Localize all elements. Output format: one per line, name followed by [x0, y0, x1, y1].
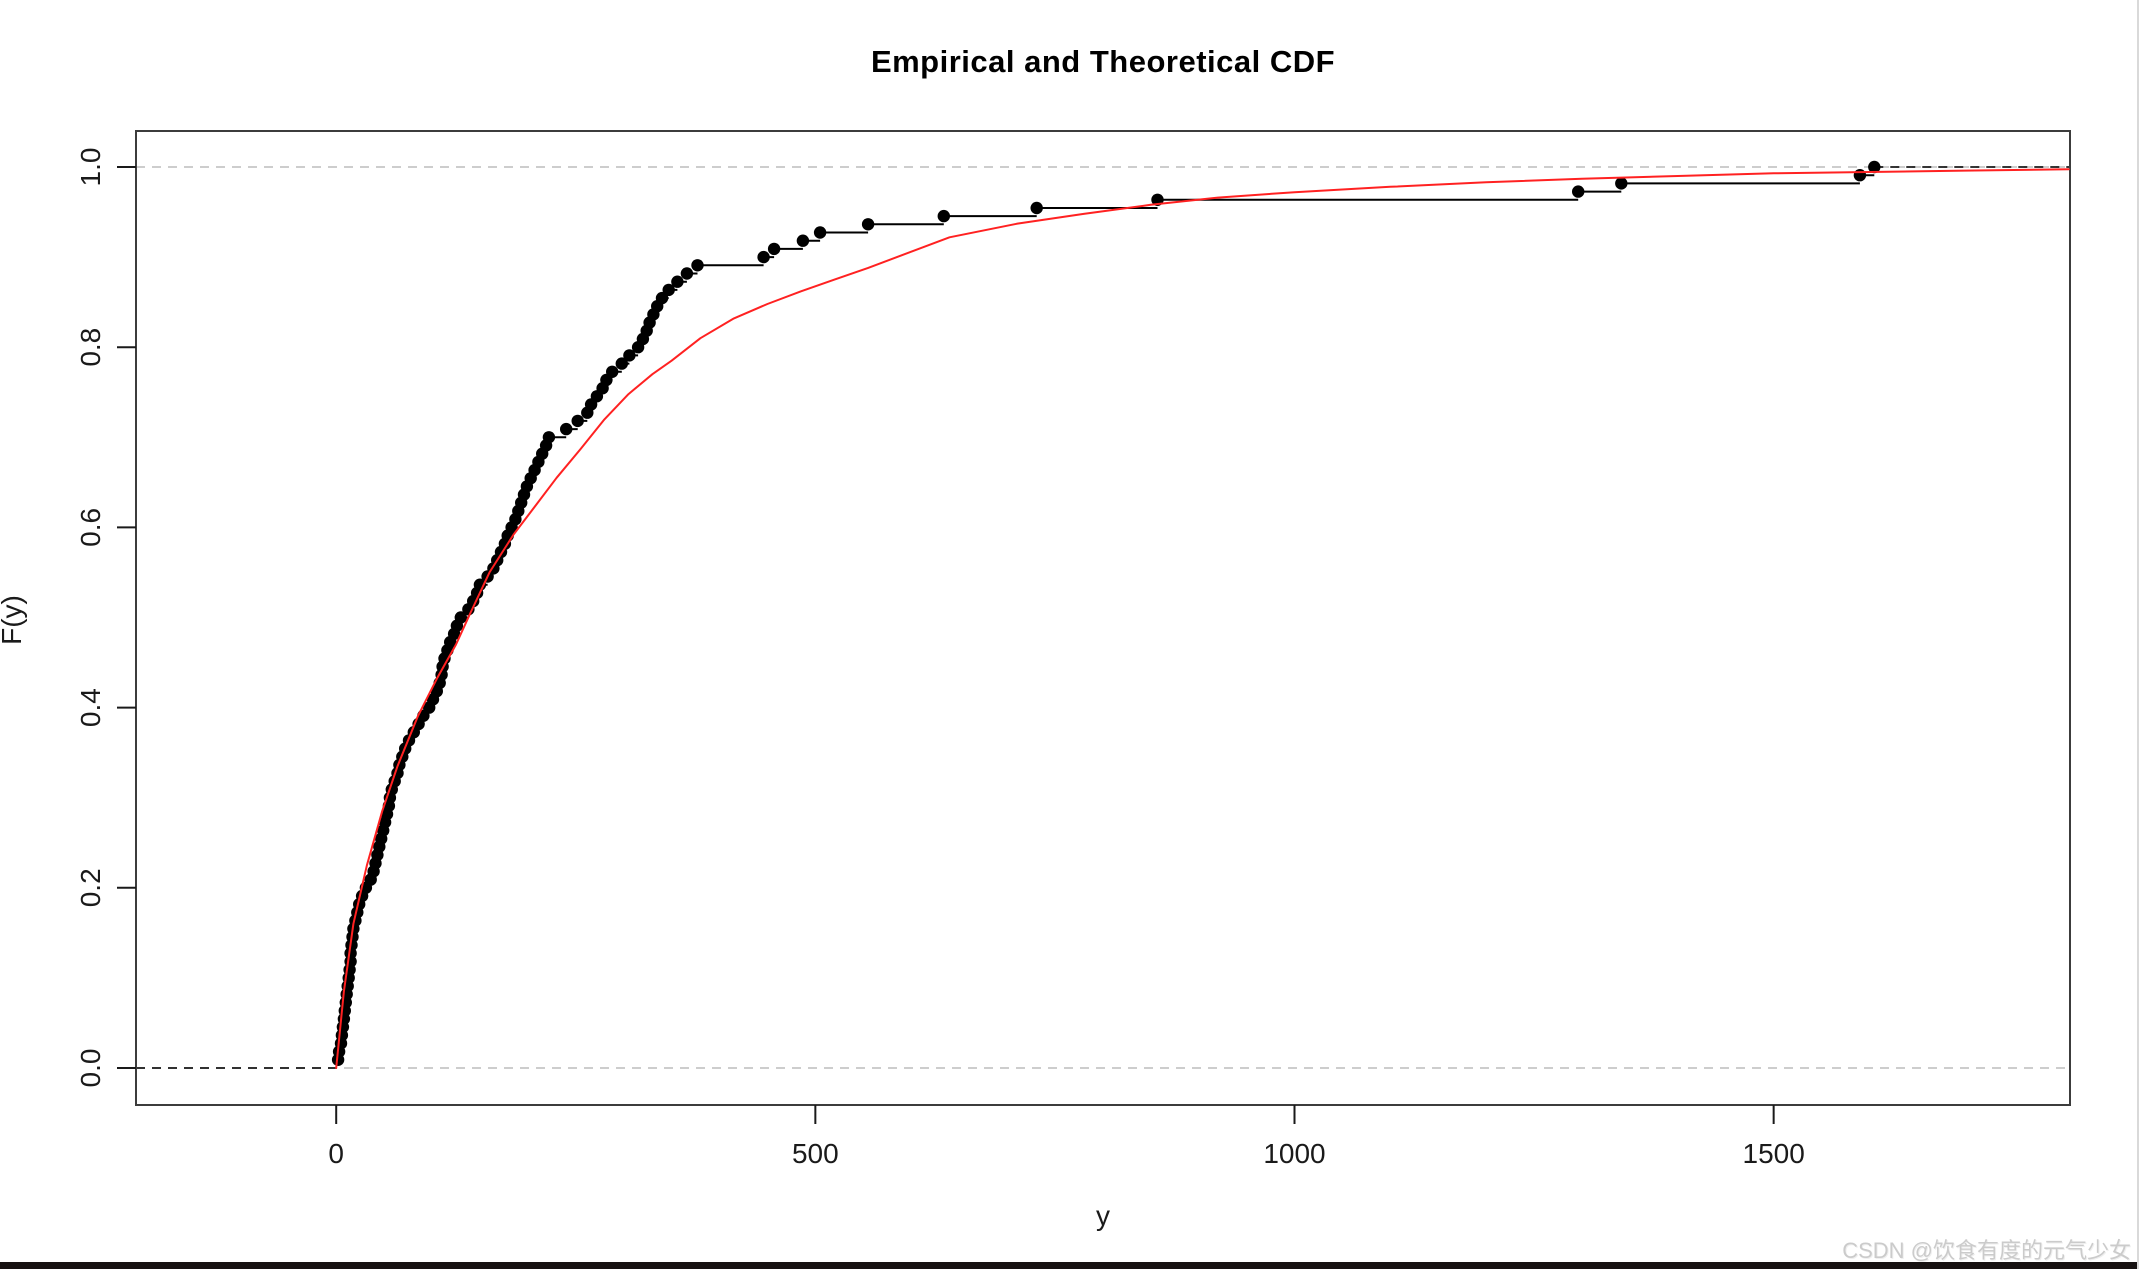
ecdf-point — [662, 283, 675, 297]
ecdf-point — [542, 431, 556, 444]
chart-title: Empirical and Theoretical CDF — [870, 44, 1336, 79]
y-axis-label: F(y) — [0, 595, 27, 645]
ecdf-point — [623, 349, 636, 362]
ecdf-point — [454, 611, 467, 624]
ecdf-point — [1853, 169, 1867, 182]
ecdf-point — [1030, 201, 1043, 215]
ecdf-point — [767, 242, 781, 256]
ecdf-point — [691, 259, 704, 272]
ecdf-point — [615, 357, 628, 370]
x-tick-label: 0 — [328, 1138, 344, 1169]
ecdf-point — [680, 267, 694, 280]
ecdf-point — [861, 218, 875, 231]
ecdf-point — [1868, 160, 1881, 174]
y-tick-label: 0.6 — [75, 508, 106, 547]
ecdf-point — [671, 275, 684, 288]
ecdf-point — [655, 291, 669, 305]
bottom-black-bar — [0, 1262, 2139, 1269]
ecdf-point — [560, 422, 573, 436]
ecdf-point — [606, 365, 619, 378]
y-tick-label: 1.0 — [75, 148, 106, 187]
y-tick-label: 0.4 — [75, 688, 106, 727]
x-axis-label: y — [1096, 1200, 1110, 1231]
x-tick-label: 1000 — [1263, 1138, 1325, 1169]
y-tick-label: 0.8 — [75, 328, 106, 367]
ecdf-point — [813, 226, 827, 239]
plot-border-box — [135, 130, 2071, 1106]
x-tick-label: 1500 — [1743, 1138, 1805, 1169]
y-tick-label: 0.2 — [75, 868, 106, 907]
ecdf-point — [757, 250, 770, 264]
ecdf-point — [937, 209, 950, 223]
ecdf-point — [1615, 177, 1628, 190]
csdn-watermark: CSDN @饮食有度的元气少女 — [1842, 1238, 2131, 1263]
right-edge-line — [2137, 0, 2139, 1269]
x-tick-label: 500 — [792, 1138, 839, 1169]
y-tick-label: 0.0 — [75, 1049, 106, 1088]
ecdf-point — [571, 414, 584, 428]
theoretical-cdf-curve — [335, 168, 2070, 1069]
ecdf-step-lines — [338, 174, 1875, 1061]
ecdf-point — [796, 234, 810, 247]
ecdf-point — [1572, 185, 1585, 198]
